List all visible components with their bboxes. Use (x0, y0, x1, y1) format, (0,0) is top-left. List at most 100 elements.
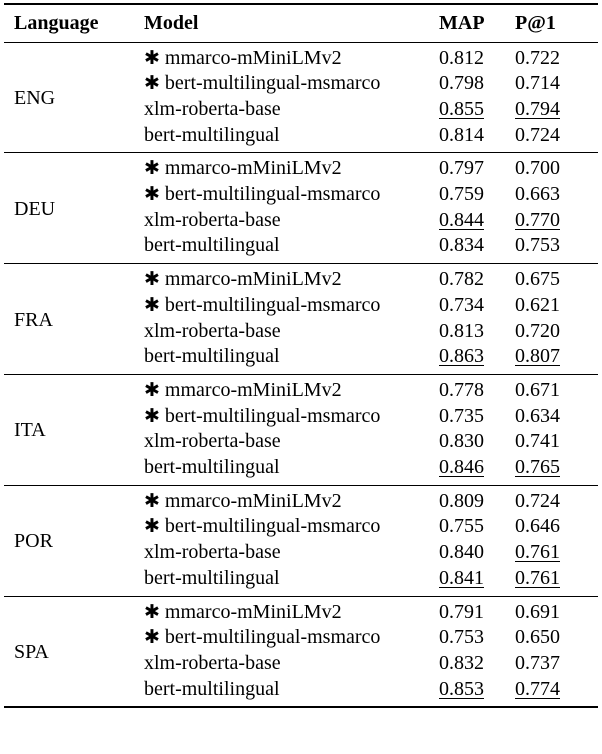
map-value-cell: 0.753 (436, 625, 515, 651)
map-value-cell: 0.846 (436, 455, 515, 485)
table-row: bert-multilingual 0.834 0.753 (4, 233, 598, 263)
table-row: ✱ bert-multilingual-msmarco 0.734 0.621 (4, 293, 598, 319)
table-header: Language Model MAP P@1 (4, 3, 598, 43)
p1-value-cell: 0.761 (515, 566, 598, 596)
map-value: 0.841 (439, 566, 484, 589)
map-value-cell: 0.759 (436, 182, 515, 208)
table-row: ITA ✱ mmarco-mMiniLMv2 0.778 0.671 (4, 374, 598, 442)
model-name: bert-multilingual (144, 566, 280, 589)
p1-value: 0.794 (515, 97, 560, 120)
model-cell: ✱ mmarco-mMiniLMv2 (132, 264, 436, 293)
map-value: 0.791 (439, 600, 484, 623)
model-name: xlm-roberta-base (144, 319, 281, 342)
map-value: 0.844 (439, 208, 484, 231)
model-cell: ✱ bert-multilingual-msmarco (132, 293, 436, 319)
map-value: 0.798 (439, 72, 484, 95)
p1-value-cell: 0.663 (515, 182, 598, 208)
model-name: bert-multilingual-msmarco (164, 293, 381, 316)
model-name: bert-multilingual (144, 456, 280, 479)
model-cell: ✱ bert-multilingual-msmarco (132, 71, 436, 97)
map-value: 0.812 (439, 46, 484, 69)
table-row: bert-multilingual 0.853 0.774 (4, 677, 598, 708)
model-name: bert-multilingual-msmarco (164, 183, 381, 206)
language-group: DEU ✱ mmarco-mMiniLMv2 0.797 0.700 ✱ bert-mult… (4, 153, 598, 264)
map-value: 0.846 (439, 456, 484, 479)
language-cell: DEU (14, 197, 56, 220)
map-value-cell: 0.798 (436, 71, 515, 97)
model-cell: bert-multilingual (132, 344, 436, 374)
map-value: 0.755 (439, 515, 484, 538)
map-value: 0.832 (439, 651, 484, 674)
model-cell: bert-multilingual (132, 455, 436, 485)
map-value-cell: 0.791 (436, 596, 515, 625)
p1-value: 0.737 (515, 651, 560, 674)
table-row: bert-multilingual 0.841 0.761 (4, 566, 598, 596)
p1-value: 0.634 (515, 404, 560, 427)
model-cell: ✱ bert-multilingual-msmarco (132, 625, 436, 651)
p1-value: 0.753 (515, 234, 560, 257)
map-value-cell: 0.840 (436, 540, 515, 566)
p1-value: 0.765 (515, 456, 560, 479)
map-value: 0.735 (439, 404, 484, 427)
asterisk-icon: ✱ (144, 268, 160, 291)
map-value: 0.782 (439, 268, 484, 291)
asterisk-icon: ✱ (144, 46, 160, 69)
model-name: mmarco-mMiniLMv2 (164, 157, 342, 180)
table-row: ✱ bert-multilingual-msmarco 0.755 0.646 (4, 514, 598, 540)
p1-value-cell: 0.722 (515, 42, 598, 71)
map-value-cell: 0.735 (436, 404, 515, 430)
asterisk-icon: ✱ (144, 293, 160, 316)
model-name: xlm-roberta-base (144, 430, 281, 453)
table-row: ENG ✱ mmarco-mMiniLMv2 0.812 0.722 (4, 42, 598, 110)
model-cell: ✱ mmarco-mMiniLMv2 (132, 596, 436, 625)
map-value: 0.809 (439, 489, 484, 512)
model-cell: ✱ mmarco-mMiniLMv2 (132, 153, 436, 182)
model-cell: xlm-roberta-base (132, 319, 436, 345)
model-name: bert-multilingual-msmarco (164, 515, 381, 538)
model-name: bert-multilingual (144, 123, 280, 146)
map-value-cell: 0.830 (436, 429, 515, 455)
model-name: xlm-roberta-base (144, 651, 281, 674)
p1-value: 0.650 (515, 626, 560, 649)
model-name: bert-multilingual (144, 345, 280, 368)
language-group: SPA ✱ mmarco-mMiniLMv2 0.791 0.691 ✱ bert-mult… (4, 596, 598, 708)
model-cell: ✱ bert-multilingual-msmarco (132, 182, 436, 208)
map-value: 0.753 (439, 626, 484, 649)
map-value-cell: 0.734 (436, 293, 515, 319)
map-value: 0.734 (439, 293, 484, 316)
model-cell: ✱ mmarco-mMiniLMv2 (132, 374, 436, 403)
map-value-cell: 0.832 (436, 651, 515, 677)
map-value: 0.840 (439, 541, 484, 564)
table-row: SPA ✱ mmarco-mMiniLMv2 0.791 0.691 (4, 596, 598, 664)
map-value: 0.814 (439, 123, 484, 146)
p1-value: 0.646 (515, 515, 560, 538)
p1-value-cell: 0.646 (515, 514, 598, 540)
p1-value-cell: 0.765 (515, 455, 598, 485)
p1-value: 0.761 (515, 541, 560, 564)
model-cell: ✱ mmarco-mMiniLMv2 (132, 485, 436, 514)
p1-value-cell: 0.741 (515, 429, 598, 455)
p1-value: 0.700 (515, 157, 560, 180)
model-name: bert-multilingual-msmarco (164, 626, 381, 649)
map-value-cell: 0.782 (436, 264, 515, 293)
asterisk-icon: ✱ (144, 515, 160, 538)
p1-value: 0.807 (515, 345, 560, 368)
language-cell: POR (14, 530, 53, 553)
header-row: Language Model MAP P@1 (4, 3, 598, 43)
table-row: ✱ bert-multilingual-msmarco 0.735 0.634 (4, 404, 598, 430)
model-name: mmarco-mMiniLMv2 (164, 46, 342, 69)
table-row: xlm-roberta-base 0.813 0.720 (4, 319, 598, 345)
model-cell: bert-multilingual (132, 233, 436, 263)
map-value-cell: 0.834 (436, 233, 515, 263)
header-p1: P@1 (515, 3, 598, 43)
header-model: Model (132, 3, 436, 43)
map-value-cell: 0.797 (436, 153, 515, 182)
asterisk-icon: ✱ (144, 404, 160, 427)
language-group: FRA ✱ mmarco-mMiniLMv2 0.782 0.675 ✱ bert-mult… (4, 264, 598, 375)
model-cell: xlm-roberta-base (132, 651, 436, 677)
p1-value-cell: 0.724 (515, 485, 598, 514)
p1-value-cell: 0.807 (515, 344, 598, 374)
table-row: bert-multilingual 0.863 0.807 (4, 344, 598, 374)
table-row: bert-multilingual 0.846 0.765 (4, 455, 598, 485)
p1-value: 0.770 (515, 208, 560, 231)
